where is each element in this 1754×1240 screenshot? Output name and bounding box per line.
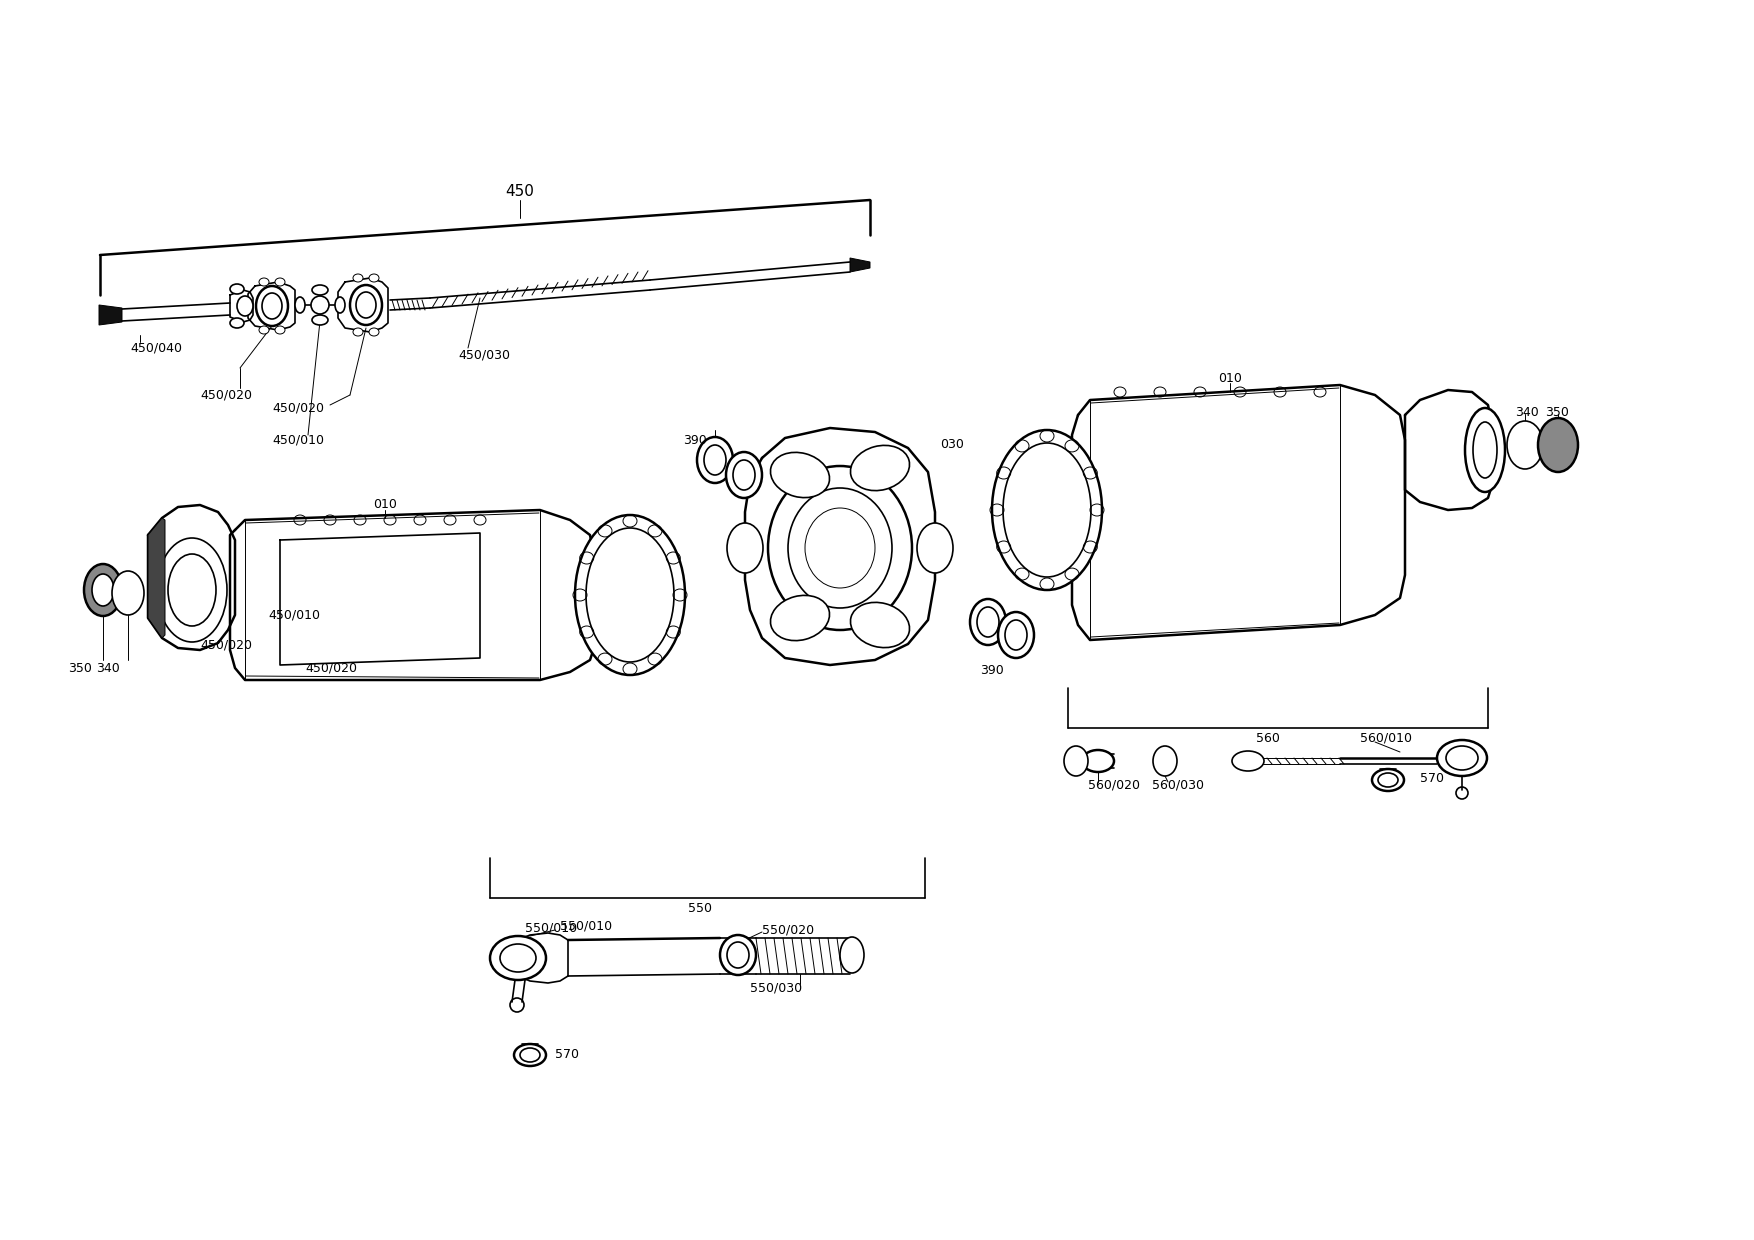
Ellipse shape — [770, 595, 830, 641]
Ellipse shape — [230, 284, 244, 294]
Polygon shape — [851, 258, 870, 272]
Ellipse shape — [726, 453, 761, 498]
Ellipse shape — [275, 326, 284, 334]
Ellipse shape — [312, 315, 328, 325]
Ellipse shape — [489, 936, 545, 980]
Ellipse shape — [237, 296, 253, 316]
Ellipse shape — [351, 285, 382, 325]
Ellipse shape — [256, 286, 288, 326]
Ellipse shape — [1065, 746, 1087, 776]
Ellipse shape — [84, 564, 123, 616]
Text: 560/020: 560/020 — [1087, 779, 1140, 791]
Ellipse shape — [353, 274, 363, 281]
Ellipse shape — [851, 603, 910, 647]
Text: 350: 350 — [1545, 405, 1568, 419]
Text: 450/030: 450/030 — [458, 348, 510, 362]
Text: 450/020: 450/020 — [200, 388, 253, 402]
Text: 450/020: 450/020 — [305, 661, 358, 675]
Text: 550/020: 550/020 — [761, 924, 814, 936]
Text: 010: 010 — [374, 498, 396, 511]
Ellipse shape — [310, 296, 330, 314]
Ellipse shape — [917, 523, 952, 573]
Ellipse shape — [368, 329, 379, 336]
Text: 570: 570 — [1421, 771, 1444, 785]
Ellipse shape — [1054, 460, 1089, 560]
Text: 550: 550 — [688, 901, 712, 915]
Ellipse shape — [1231, 751, 1265, 771]
Ellipse shape — [719, 935, 756, 975]
Ellipse shape — [1538, 418, 1579, 472]
Text: 560: 560 — [1256, 732, 1280, 744]
Text: 560/010: 560/010 — [1359, 732, 1412, 744]
Ellipse shape — [91, 574, 114, 606]
Polygon shape — [147, 518, 165, 639]
Ellipse shape — [970, 599, 1007, 645]
Ellipse shape — [1445, 746, 1479, 770]
Text: 560/030: 560/030 — [1152, 779, 1203, 791]
Text: 450: 450 — [505, 185, 535, 200]
Ellipse shape — [500, 944, 537, 972]
Polygon shape — [98, 305, 123, 325]
Ellipse shape — [1465, 408, 1505, 492]
Text: 550/010: 550/010 — [524, 921, 577, 935]
Text: 450/010: 450/010 — [268, 609, 319, 621]
Ellipse shape — [158, 538, 226, 642]
Ellipse shape — [335, 298, 346, 312]
Text: 550/030: 550/030 — [751, 982, 802, 994]
Text: 550/010: 550/010 — [560, 920, 612, 932]
Ellipse shape — [993, 430, 1102, 590]
Ellipse shape — [696, 436, 733, 484]
Ellipse shape — [230, 317, 244, 329]
Text: 450/040: 450/040 — [130, 341, 182, 355]
Text: 030: 030 — [940, 439, 965, 451]
Text: 450/020: 450/020 — [200, 639, 253, 651]
Text: 340: 340 — [1515, 405, 1538, 419]
Ellipse shape — [1473, 422, 1496, 477]
Ellipse shape — [1507, 422, 1544, 469]
Ellipse shape — [851, 445, 910, 491]
Ellipse shape — [295, 298, 305, 312]
Text: 010: 010 — [1217, 372, 1242, 384]
Ellipse shape — [998, 613, 1035, 658]
Ellipse shape — [768, 466, 912, 630]
Ellipse shape — [275, 278, 284, 286]
Ellipse shape — [1152, 746, 1177, 776]
Ellipse shape — [726, 523, 763, 573]
Text: 390: 390 — [682, 434, 707, 446]
Ellipse shape — [575, 515, 686, 675]
Ellipse shape — [312, 285, 328, 295]
Ellipse shape — [1082, 750, 1114, 773]
Text: 570: 570 — [554, 1049, 579, 1061]
Text: 450/010: 450/010 — [272, 434, 324, 446]
Text: 350: 350 — [68, 661, 91, 675]
Text: 340: 340 — [96, 661, 119, 675]
Ellipse shape — [112, 570, 144, 615]
Ellipse shape — [770, 453, 830, 497]
Ellipse shape — [840, 937, 865, 973]
Ellipse shape — [260, 326, 268, 334]
Text: 450/020: 450/020 — [272, 402, 324, 414]
Ellipse shape — [1437, 740, 1487, 776]
Ellipse shape — [353, 329, 363, 336]
Ellipse shape — [368, 274, 379, 281]
Text: 390: 390 — [980, 663, 1003, 677]
Ellipse shape — [260, 278, 268, 286]
Ellipse shape — [581, 547, 616, 644]
